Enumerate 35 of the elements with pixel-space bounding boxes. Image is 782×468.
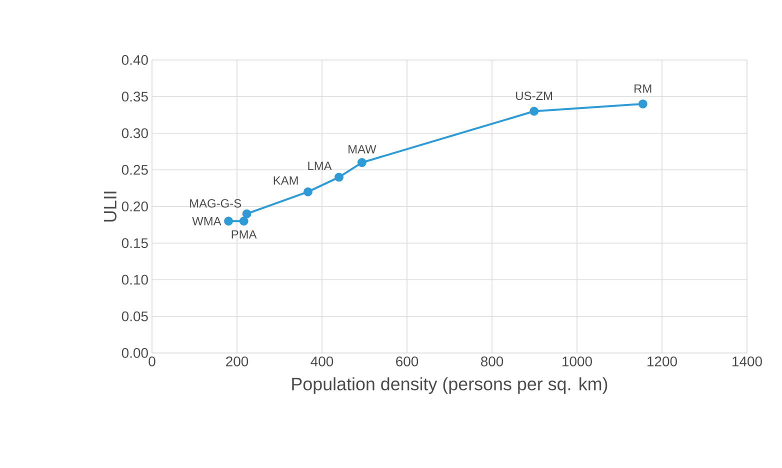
x-tick-label: 200 — [226, 356, 248, 366]
annotation: MAW — [348, 145, 376, 154]
x-tick-label: 600 — [396, 356, 418, 366]
point — [242, 209, 252, 218]
y-tick-label: 0.00 — [122, 348, 148, 358]
y-tick-label: 0.35 — [122, 92, 148, 102]
point — [239, 216, 248, 226]
y-tick-label: 0.05 — [122, 311, 148, 322]
x-tick-label: 1400 — [732, 356, 762, 366]
point — [334, 172, 344, 182]
x-tick-label: 1000 — [562, 356, 592, 366]
annotation: MAG-G-S — [190, 199, 242, 208]
point — [304, 187, 312, 196]
y-tick-label: 0.40 — [122, 55, 148, 65]
annotation: WMA — [192, 217, 222, 226]
x-tick-label: 0 — [148, 356, 156, 366]
y-tick-label: 0.10 — [122, 274, 148, 285]
annotation: LMA — [308, 162, 332, 170]
x-tick-label: 400 — [310, 356, 334, 366]
x-axis-title: Population density (persons per sq. km) — [292, 377, 608, 394]
y-axis-title: ULII — [104, 192, 116, 222]
y-tick-label: 0.25 — [122, 164, 148, 175]
y-tick-label: 0.20 — [122, 202, 148, 212]
y-tick-label: 0.15 — [122, 238, 148, 248]
point — [530, 106, 539, 116]
point — [357, 158, 366, 168]
point — [638, 99, 648, 108]
annotation: US-ZM — [516, 92, 552, 100]
annotation: PMA — [232, 230, 257, 239]
y-tick-label: 0.30 — [122, 128, 148, 138]
x-tick-label: 1200 — [648, 356, 677, 366]
x-tick-label: 800 — [480, 356, 504, 366]
annotation: KAM — [274, 176, 298, 185]
point — [224, 216, 233, 226]
annotation: RM — [634, 84, 652, 93]
